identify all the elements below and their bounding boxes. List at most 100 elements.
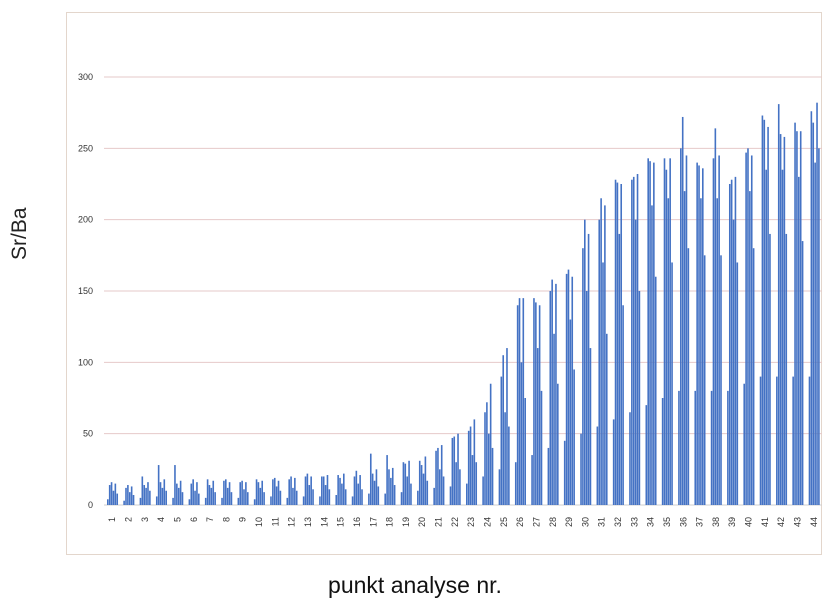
- bar: [473, 419, 476, 505]
- bar: [589, 348, 592, 505]
- bar: [634, 219, 637, 506]
- bar: [194, 490, 196, 505]
- bar: [498, 469, 501, 505]
- bar: [596, 426, 599, 505]
- bar: [522, 298, 525, 505]
- x-tick-label: 32: [613, 517, 623, 527]
- bar: [288, 479, 290, 505]
- bar: [241, 480, 243, 505]
- bar: [159, 482, 162, 505]
- bar: [636, 174, 639, 505]
- bar: [678, 390, 680, 505]
- bar: [687, 248, 690, 505]
- bar: [237, 497, 240, 505]
- bar: [132, 495, 135, 505]
- bar: [149, 490, 151, 505]
- bar: [484, 412, 486, 505]
- bar: [375, 469, 378, 505]
- bar: [769, 233, 771, 505]
- bar: [584, 219, 586, 506]
- bar: [112, 490, 115, 505]
- x-tick-label: 8: [221, 517, 231, 522]
- bar: [451, 437, 454, 505]
- bar: [765, 169, 767, 506]
- x-tick-label: 43: [793, 517, 803, 527]
- x-tick-label: 9: [238, 517, 248, 522]
- bar: [228, 482, 231, 505]
- bar: [475, 462, 478, 505]
- bar: [390, 477, 392, 505]
- bar: [703, 255, 706, 505]
- bar: [223, 480, 225, 505]
- bar: [110, 482, 113, 505]
- bar: [339, 477, 341, 505]
- bar: [506, 348, 508, 505]
- x-tick-label: 18: [385, 517, 395, 527]
- bar: [777, 104, 780, 506]
- bar: [651, 205, 653, 505]
- bar: [361, 489, 363, 505]
- bar: [602, 262, 604, 505]
- bar: [198, 493, 200, 505]
- bar: [384, 493, 387, 505]
- bar: [147, 482, 149, 505]
- bar: [818, 148, 820, 505]
- bar: [614, 179, 617, 505]
- bar: [344, 489, 347, 505]
- x-tick-label: 42: [776, 517, 786, 527]
- bar: [435, 450, 437, 505]
- bar: [759, 376, 762, 505]
- bar: [654, 276, 657, 505]
- bar: [685, 155, 688, 505]
- bar: [535, 302, 537, 505]
- bar: [514, 462, 517, 505]
- x-tick-label: 11: [270, 517, 280, 526]
- bar: [192, 479, 194, 505]
- bar: [549, 291, 552, 505]
- bar: [433, 487, 435, 505]
- bar: [295, 490, 298, 505]
- bar: [386, 455, 388, 505]
- bar: [270, 496, 272, 505]
- bar: [127, 485, 129, 505]
- bar: [716, 198, 719, 505]
- bar: [547, 447, 550, 505]
- bar: [799, 131, 802, 505]
- bar: [174, 465, 176, 505]
- bar: [210, 487, 213, 505]
- bar: [294, 477, 296, 505]
- bar: [243, 489, 245, 505]
- bar: [351, 496, 354, 505]
- bar: [710, 390, 713, 505]
- bar: [781, 169, 784, 506]
- bar: [368, 493, 370, 505]
- x-tick-label: 13: [303, 517, 313, 527]
- x-tick-label: 22: [450, 517, 460, 527]
- bar: [680, 148, 682, 505]
- bar: [163, 479, 166, 505]
- y-tick-label: 0: [88, 500, 93, 510]
- bar: [696, 162, 698, 505]
- bar: [551, 279, 553, 505]
- bar: [683, 191, 686, 505]
- bar: [304, 476, 307, 505]
- bar: [263, 492, 265, 505]
- bar: [377, 486, 380, 505]
- bar: [422, 473, 425, 505]
- bar: [567, 269, 570, 505]
- x-tick-label: 31: [597, 517, 607, 527]
- bar: [469, 426, 472, 505]
- bar: [471, 455, 474, 505]
- bar: [172, 497, 174, 505]
- bar: [747, 148, 749, 505]
- bar: [437, 447, 439, 505]
- bar: [665, 169, 668, 506]
- bar: [226, 487, 229, 505]
- x-tick-label: 3: [140, 517, 150, 522]
- bar: [516, 305, 519, 505]
- bar: [585, 291, 588, 505]
- bar: [761, 115, 764, 506]
- bar: [324, 485, 327, 505]
- bar: [605, 333, 608, 505]
- bar: [176, 483, 178, 505]
